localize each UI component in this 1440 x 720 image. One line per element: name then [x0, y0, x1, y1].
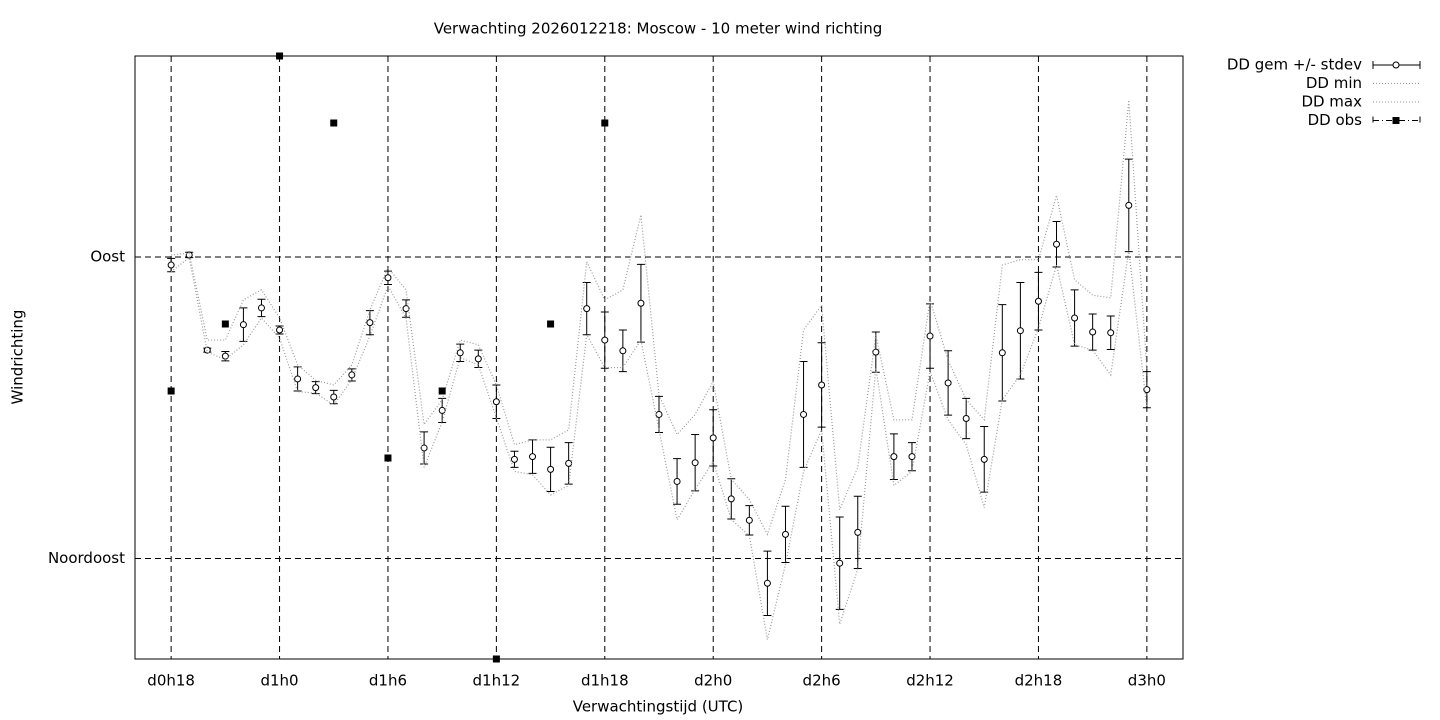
- obs-point: [601, 119, 609, 127]
- obs-point: [438, 387, 446, 395]
- mean-point: [998, 349, 1006, 357]
- mean-point: [474, 355, 482, 363]
- mean-point: [763, 579, 771, 587]
- mean-point: [529, 453, 537, 461]
- legend-label: DD gem +/- stdev: [1227, 56, 1362, 74]
- mean-point: [890, 453, 898, 461]
- obs-point: [167, 387, 175, 395]
- mean-point: [456, 349, 464, 357]
- legend-label: DD obs: [1308, 111, 1363, 129]
- mean-point: [980, 455, 988, 463]
- x-tick-label: d2h18: [1015, 672, 1063, 690]
- mean-point: [637, 299, 645, 307]
- mean-point: [276, 326, 284, 334]
- obs-point: [276, 52, 284, 60]
- mean-point: [185, 251, 193, 259]
- x-tick-label: d1h12: [473, 672, 521, 690]
- mean-point: [926, 332, 934, 340]
- chart-title: Verwachting 2026012218: Moscow - 10 mete…: [434, 20, 883, 38]
- y-axis-label: Windrichting: [9, 310, 27, 405]
- legend-sample: [1372, 116, 1421, 125]
- y-tick-label: Noordoost: [48, 549, 125, 567]
- legend-label: DD max: [1301, 93, 1362, 111]
- mean-point: [384, 274, 392, 282]
- mean-point: [294, 375, 302, 383]
- mean-point: [1016, 327, 1024, 335]
- mean-point: [944, 379, 952, 387]
- x-tick-label: d2h6: [803, 672, 841, 690]
- mean-point: [330, 393, 338, 401]
- mean-point: [601, 336, 609, 344]
- mean-point: [583, 305, 591, 313]
- mean-point: [257, 304, 265, 312]
- mean-point: [510, 455, 518, 463]
- mean-point: [745, 516, 753, 524]
- mean-point: [420, 444, 428, 452]
- mean-point: [402, 305, 410, 313]
- mean-point: [691, 459, 699, 467]
- mean-point: [239, 321, 247, 329]
- mean-point: [547, 465, 555, 473]
- obs-point: [547, 320, 555, 328]
- y-tick-label: Oost: [90, 248, 125, 266]
- mean-point: [438, 406, 446, 414]
- mean-point: [366, 319, 374, 327]
- series-line: [170, 250, 1148, 640]
- legend-label: DD min: [1306, 74, 1362, 92]
- plot-frame: [134, 55, 1184, 660]
- series-line: [171, 100, 1148, 536]
- mean-point: [348, 371, 356, 379]
- x-tick-label: d3h0: [1128, 672, 1166, 690]
- legend-sample: [1392, 61, 1400, 69]
- mean-point: [1107, 329, 1115, 337]
- mean-point: [1053, 240, 1061, 248]
- obs-point: [492, 655, 500, 663]
- x-tick-label: d0h18: [147, 672, 195, 690]
- x-axis-label: Verwachtingstijd (UTC): [573, 698, 744, 716]
- mean-point: [167, 261, 175, 269]
- x-tick-label: d1h0: [260, 672, 298, 690]
- mean-point: [962, 414, 970, 422]
- mean-point: [800, 410, 808, 418]
- mean-point: [836, 559, 844, 567]
- mean-point: [619, 347, 627, 355]
- mean-point: [818, 381, 826, 389]
- mean-point: [1034, 297, 1042, 305]
- legend-sample: [1392, 117, 1400, 124]
- mean-point: [727, 495, 735, 503]
- x-tick-label: d2h0: [694, 672, 732, 690]
- obs-point: [330, 119, 338, 127]
- mean-point: [492, 398, 500, 406]
- x-tick-label: d2h12: [906, 672, 954, 690]
- mean-point: [673, 477, 681, 485]
- mean-point: [1143, 386, 1151, 394]
- x-tick-label: d1h6: [369, 672, 407, 690]
- mean-point: [655, 410, 663, 418]
- x-tick-label: d1h18: [581, 672, 629, 690]
- mean-point: [1071, 314, 1079, 322]
- obs-point: [384, 454, 392, 462]
- mean-point: [781, 530, 789, 538]
- obs-point: [221, 320, 229, 328]
- mean-point: [872, 348, 880, 356]
- mean-point: [854, 528, 862, 536]
- mean-point: [312, 384, 320, 392]
- mean-point: [1089, 328, 1097, 336]
- mean-point: [709, 434, 717, 442]
- mean-point: [1125, 201, 1133, 209]
